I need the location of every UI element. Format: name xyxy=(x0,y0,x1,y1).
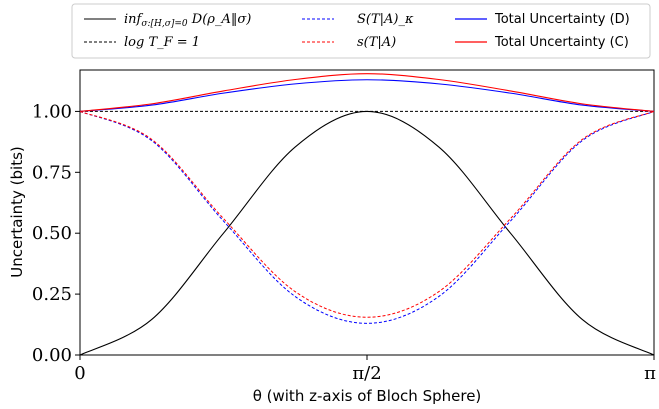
x-axis-label: θ (with z-axis of Bloch Sphere) xyxy=(253,387,482,405)
legend-frame xyxy=(71,3,651,59)
y-axis-label: Uncertainty (bits) xyxy=(8,146,26,278)
series-totc-line xyxy=(79,73,655,112)
legend-label-logtf: log T_F = 1 xyxy=(124,35,200,50)
series-inf-line xyxy=(79,110,655,356)
x-tick-label: π/2 xyxy=(352,363,381,384)
legend-label-totc: Total Uncertainty (C) xyxy=(494,35,629,50)
legend-label-totd: Total Uncertainty (D) xyxy=(494,12,630,27)
x-tick-label: π xyxy=(644,363,656,384)
series-layer xyxy=(79,73,655,356)
legend-label-s: s(T|A) xyxy=(357,35,396,50)
y-tick-label: 0.50 xyxy=(32,223,72,244)
plot-frame xyxy=(79,69,655,356)
x-tick-label: 0 xyxy=(74,363,85,384)
legend-label-inf: infσ:[H,σ]=0 D(ρ_A‖σ) xyxy=(124,12,251,29)
y-tick-label: 0.25 xyxy=(32,284,72,305)
legend-label-skappa: S(T|A)_κ xyxy=(357,12,414,27)
legend: infσ:[H,σ]=0 D(ρ_A‖σ) log T_F = 1 S(T|A)… xyxy=(71,3,651,59)
series-skappa-line xyxy=(79,110,655,324)
series-s-line xyxy=(79,110,655,318)
y-tick-label: 1.00 xyxy=(32,101,72,122)
y-tick-label: 0.75 xyxy=(32,162,72,183)
y-tick-label: 0.00 xyxy=(32,345,72,366)
ticks-layer: 0.00 0.25 0.50 0.75 1.00 0 π/2 π xyxy=(32,101,656,384)
series-totd-line xyxy=(79,79,655,112)
